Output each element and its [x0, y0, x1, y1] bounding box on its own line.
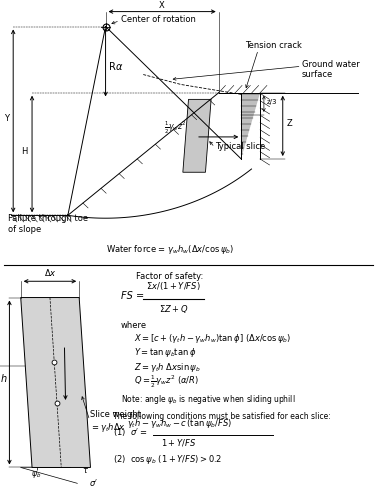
Text: Z: Z [287, 119, 292, 128]
Text: Slice weight: Slice weight [90, 410, 141, 419]
Text: $\alpha$: $\alpha$ [115, 62, 123, 72]
Text: $=\gamma_t h\Delta x$: $=\gamma_t h\Delta x$ [90, 420, 126, 434]
Text: FS =: FS = [121, 292, 144, 302]
Text: $\Sigma x/(1 + Y/FS)$: $\Sigma x/(1 + Y/FS)$ [146, 280, 201, 291]
Text: Failure through toe
of slope: Failure through toe of slope [8, 214, 88, 234]
Text: Tension crack: Tension crack [245, 41, 302, 50]
Text: Factor of safety:: Factor of safety: [136, 272, 203, 281]
Text: Note: angle $\psi_b$ is negative when sliding uphill: Note: angle $\psi_b$ is negative when sl… [121, 394, 295, 406]
Text: $\psi_b$: $\psi_b$ [31, 470, 41, 480]
Polygon shape [183, 100, 211, 172]
Text: (2)  $\cos\psi_b\ (1 + Y/FS) > 0.2$: (2) $\cos\psi_b\ (1 + Y/FS) > 0.2$ [113, 453, 222, 466]
Text: h: h [0, 374, 6, 384]
Text: H: H [21, 147, 28, 156]
Text: $\gamma_t h - \gamma_w h_w - c\,(\tan\psi_b/FS)$: $\gamma_t h - \gamma_w h_w - c\,(\tan\ps… [127, 417, 231, 430]
Text: $\tau$: $\tau$ [82, 466, 89, 475]
Text: $\Delta x$: $\Delta x$ [44, 267, 56, 278]
Text: R: R [109, 62, 116, 72]
Text: $1 + Y/FS$: $1 + Y/FS$ [161, 438, 197, 448]
Text: Water force = $\gamma_w h_w(\Delta x/\cos\psi_b)$: Water force = $\gamma_w h_w(\Delta x/\co… [106, 243, 234, 256]
Text: Center of rotation: Center of rotation [121, 14, 196, 24]
Text: Typical slice: Typical slice [215, 142, 265, 151]
Text: The following conditions must be satisfied for each slice:: The following conditions must be satisfi… [113, 412, 331, 420]
Text: Y: Y [4, 114, 9, 123]
Polygon shape [241, 93, 260, 159]
Text: z/3: z/3 [267, 99, 277, 105]
Text: $X = [c + (\gamma_t h - \gamma_w h_w)\tan\phi]\ (\Delta x/\cos\psi_b)$: $X = [c + (\gamma_t h - \gamma_w h_w)\ta… [134, 332, 291, 345]
Text: $\sigma'$: $\sigma'$ [89, 476, 98, 488]
Text: $Y = \tan\psi_b \tan\phi$: $Y = \tan\psi_b \tan\phi$ [134, 346, 196, 360]
Text: $\frac{1}{2}\gamma_w z^2$: $\frac{1}{2}\gamma_w z^2$ [164, 120, 187, 136]
Text: $Q = \frac{1}{2}\gamma_w z^2\ (\alpha/R)$: $Q = \frac{1}{2}\gamma_w z^2\ (\alpha/R)… [134, 374, 199, 390]
Polygon shape [21, 298, 90, 468]
Text: X: X [159, 0, 165, 10]
Text: $Z = \gamma_t h\ \Delta x \sin\psi_b$: $Z = \gamma_t h\ \Delta x \sin\psi_b$ [134, 361, 201, 374]
Text: $\Sigma Z + Q$: $\Sigma Z + Q$ [159, 303, 188, 315]
Text: where: where [121, 322, 147, 330]
Text: Ground water
surface: Ground water surface [302, 60, 359, 79]
Text: (1)  $\sigma' = $: (1) $\sigma' = $ [113, 426, 148, 438]
